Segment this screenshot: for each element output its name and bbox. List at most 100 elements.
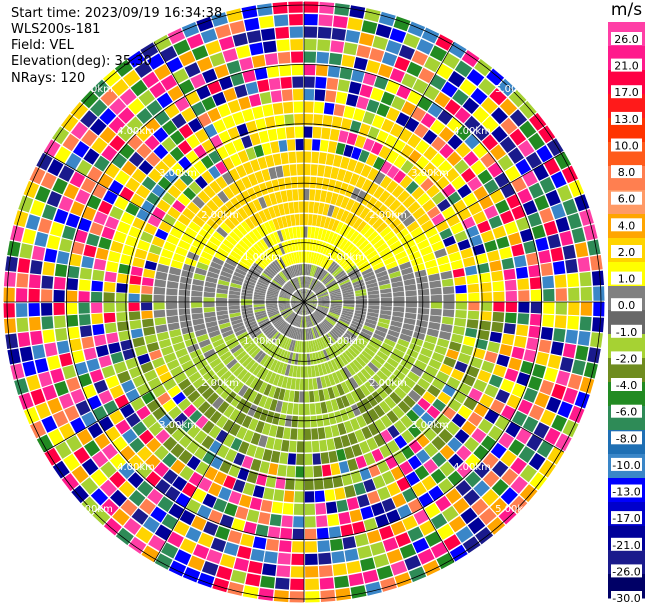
colorbar-tick-label: 10.0 — [614, 140, 639, 153]
radar-gate — [245, 233, 256, 245]
radar-gate — [66, 303, 78, 315]
radar-gate — [62, 365, 77, 380]
radar-gate — [401, 429, 415, 444]
radar-gate — [174, 372, 187, 384]
colorbar-tick-bg — [611, 511, 642, 525]
radar-gate — [294, 353, 299, 365]
radar-gate — [408, 424, 422, 438]
radar-gate — [429, 420, 444, 435]
radar-gate — [219, 243, 232, 254]
radar-gate — [278, 272, 287, 282]
radar-gate — [286, 326, 293, 337]
radar-gate — [407, 371, 420, 383]
radar-gate — [367, 286, 379, 292]
radar-gate — [317, 427, 326, 440]
radar-gate — [136, 463, 153, 479]
radar-gate — [317, 306, 329, 311]
radar-gate — [407, 455, 422, 470]
radar-gate — [386, 235, 399, 247]
range-ring — [184, 182, 424, 422]
radar-gate — [132, 257, 145, 268]
radar-gate — [31, 245, 46, 261]
radar-gate — [314, 311, 324, 319]
radar-gate — [355, 175, 367, 189]
radar-gate — [144, 260, 157, 271]
radar-gate — [294, 478, 304, 490]
radar-gate — [340, 281, 352, 288]
radar-gate — [321, 127, 331, 140]
radar-gate — [467, 310, 480, 320]
radar-gate — [431, 452, 447, 467]
radar-gate — [171, 162, 185, 177]
radar-gate — [200, 155, 214, 169]
radar-gate — [270, 450, 281, 463]
radar-gate — [194, 445, 208, 460]
radar-gate — [518, 140, 535, 157]
radar-gate — [394, 56, 410, 72]
radar-gate — [242, 285, 254, 292]
radar-gate — [453, 497, 470, 515]
radar-gate — [226, 8, 243, 23]
radar-gate — [295, 315, 300, 327]
radar-gate — [465, 327, 478, 338]
radar-gate — [312, 252, 317, 264]
radar-gate — [447, 191, 462, 205]
radar-gate — [144, 135, 160, 151]
radar-gate — [492, 281, 505, 292]
radar-gate — [359, 207, 370, 220]
radar-gate — [416, 319, 428, 328]
radar-gate — [413, 331, 426, 341]
radar-gate — [283, 324, 291, 335]
radar-gate — [308, 251, 312, 263]
radar-gate — [318, 299, 330, 302]
radar-gate — [294, 126, 304, 138]
radar-gate — [327, 513, 340, 527]
radar-gate — [367, 422, 380, 436]
radar-gate — [304, 76, 315, 88]
radar-gate — [411, 337, 424, 347]
radar-gate — [304, 303, 309, 315]
radar-gate — [529, 404, 545, 421]
radar-gate — [365, 581, 382, 596]
radar-gate — [50, 368, 65, 384]
radar-gate — [30, 388, 46, 406]
radar-gate — [462, 192, 478, 207]
radar-gate — [360, 223, 371, 236]
radar-gate — [265, 538, 279, 552]
radar-gate — [241, 307, 253, 312]
radar-gate — [297, 428, 304, 440]
radar-gate — [322, 273, 331, 283]
radar-gate — [333, 268, 344, 277]
radar-gate — [218, 76, 233, 91]
radar-gate — [301, 289, 304, 300]
radar-gate — [492, 364, 507, 378]
radar-gate — [80, 177, 97, 194]
radar-gate — [333, 180, 343, 193]
radar-gate — [249, 377, 260, 389]
radar-gate — [79, 325, 93, 338]
radar-gate — [274, 259, 283, 270]
radar-gate — [292, 528, 304, 540]
radar-gate — [316, 377, 323, 389]
radar-gate — [364, 347, 376, 358]
radar-gate — [416, 433, 430, 448]
radar-gate — [125, 412, 141, 428]
radar-gate — [131, 168, 147, 184]
radar-gate — [277, 362, 285, 374]
radar-gate — [284, 364, 291, 376]
radar-gate — [288, 253, 294, 265]
radar-gate — [447, 398, 462, 412]
radar-gate — [435, 495, 452, 512]
radar-gate — [313, 202, 320, 214]
radar-gate — [359, 384, 371, 397]
radar-gate — [72, 141, 90, 158]
radar-gate — [147, 53, 165, 70]
radar-gate — [456, 462, 473, 479]
radar-gate — [381, 251, 394, 261]
radar-gate — [93, 211, 108, 226]
radar-gate — [457, 405, 473, 420]
radar-gate — [30, 260, 43, 275]
radar-gate — [354, 161, 365, 175]
radar-gate — [201, 139, 215, 154]
radar-gate — [253, 350, 264, 361]
